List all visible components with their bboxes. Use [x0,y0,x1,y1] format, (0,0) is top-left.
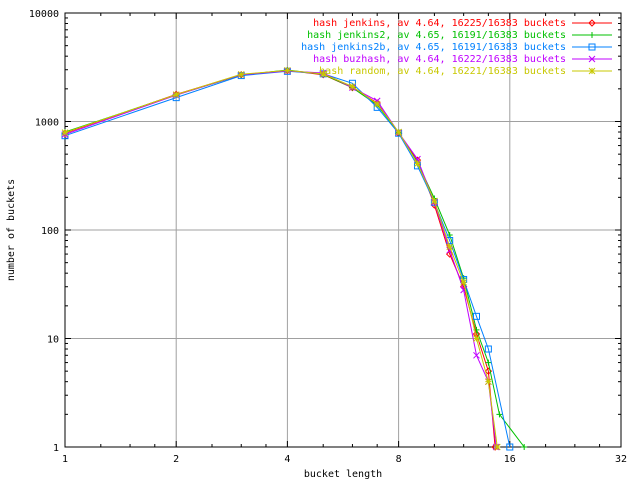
x-tick-label: 2 [173,454,179,465]
y-tick-label: 1 [53,443,59,454]
legend-label: hash jenkins, av 4.64, 16225/16383 bucke… [313,18,566,29]
x-axis-label: bucket length [304,469,382,480]
y-axis-label: number of buckets [6,179,17,281]
data-point [284,67,291,74]
data-point [172,91,180,98]
legend-label: hash buzhash, av 4.64, 16222/16383 bucke… [313,54,566,65]
data-point [373,100,381,108]
x-tick-label: 1 [62,454,68,465]
data-point [349,83,356,90]
data-point [473,351,480,359]
legend-marker [589,32,595,38]
legend-label: hash random, av 4.64, 16221/16383 bucket… [319,66,566,77]
data-point [414,160,421,167]
series-2 [62,67,528,450]
series-line [64,69,496,448]
x-tick-label: 16 [504,454,516,465]
data-point [61,129,69,136]
data-point [460,278,468,286]
series-1 [61,66,499,451]
grid-lines [65,13,621,447]
data-point [521,444,528,450]
legend-marker [588,67,596,75]
y-tick-label: 100 [41,226,59,237]
x-tick-label: 4 [284,454,290,465]
data-point [506,443,514,451]
series-4 [61,67,500,451]
x-tick-label: 8 [396,454,402,465]
legend-marker [588,43,596,51]
series-5 [61,67,501,451]
legend-label: hash jenkins2b, av 4.65, 16191/16383 buc… [301,42,566,53]
data-point [431,197,438,205]
series-line [64,70,497,448]
series-lines [61,66,528,451]
data-point [473,335,480,342]
legend-marker [588,19,596,27]
data-point [395,128,402,136]
data-point [237,70,245,78]
series-line [64,69,498,448]
data-point [319,70,327,78]
data-point [485,359,492,366]
data-point [493,443,501,451]
data-point [484,345,492,353]
y-tick-label: 10 [47,335,59,346]
data-point [485,378,492,386]
axis-ticks: 1 2 4 8 16 32 1 10 100 1000 10000 [29,9,627,465]
data-point [496,411,503,418]
y-tick-label: 1000 [35,118,59,129]
legend-label: hash jenkins2, av 4.65, 16191/16383 buck… [307,30,566,41]
legend: hash jenkins, av 4.64, 16225/16383 bucke… [301,18,612,77]
x-tick-label: 32 [615,454,627,465]
data-point [472,312,480,320]
series-line [64,69,525,448]
y-tick-label: 10000 [29,9,59,20]
legend-marker [588,55,596,63]
data-point [446,243,454,251]
